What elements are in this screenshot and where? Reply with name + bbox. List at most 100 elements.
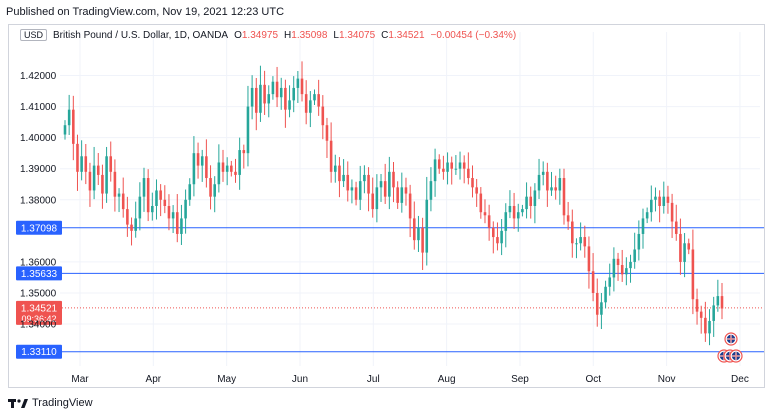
candle-body <box>504 212 508 231</box>
candle-body <box>575 243 578 245</box>
candle-body <box>637 233 641 250</box>
x-tick-label: Oct <box>586 374 602 385</box>
candle-body <box>259 84 262 113</box>
candle-body <box>371 193 374 210</box>
candle-body <box>425 199 429 253</box>
candle-body <box>109 156 113 172</box>
candle-body <box>130 224 133 231</box>
candle-body <box>620 265 624 275</box>
candle-body <box>151 205 154 213</box>
x-tick-label: Jun <box>292 374 308 385</box>
candle-body <box>76 143 79 172</box>
candle-body <box>413 218 416 241</box>
candle-body <box>558 178 562 191</box>
x-tick-label: Sep <box>511 374 529 385</box>
price-axis: 1.42000 1.41000 1.40000 1.39000 1.38000 1.360… <box>20 71 57 331</box>
candle-body <box>238 150 241 175</box>
candle-body <box>704 317 707 334</box>
candle-body <box>113 171 117 197</box>
candle-body <box>250 87 254 107</box>
candle-body <box>417 227 420 241</box>
x-tick-label: Nov <box>658 374 676 385</box>
candle-body <box>458 162 462 169</box>
candle-body <box>217 162 221 185</box>
event-markers <box>717 332 743 363</box>
grid-lines <box>60 32 760 366</box>
x-tick-label: May <box>217 374 236 385</box>
candle-body <box>338 165 341 182</box>
x-tick-label: Aug <box>438 374 456 385</box>
bar-countdown-label: 09:36:42 <box>21 314 56 324</box>
candle-body <box>400 187 404 203</box>
y-tick-label: 1.35000 <box>20 288 57 299</box>
ohlc-open: O1.34975 <box>234 29 279 41</box>
candle-body <box>650 199 653 213</box>
candle-body <box>333 165 337 172</box>
candle-body <box>96 165 100 175</box>
candle-body <box>159 190 162 200</box>
candle-body <box>716 296 720 306</box>
candle-body <box>712 305 715 321</box>
candle-body <box>516 212 520 219</box>
candle-body <box>500 230 503 244</box>
candle-body <box>367 174 370 194</box>
chart-legend: USD British Pound / U.S. Dollar, 1D, OAN… <box>20 29 516 41</box>
time-axis: Mar Apr May Jun Jul Aug Sep Oct Nov Dec <box>71 374 748 385</box>
candle-body <box>571 221 574 244</box>
candle-body <box>612 258 616 278</box>
candle-body <box>404 187 408 194</box>
candle-body <box>645 212 649 219</box>
candle-body <box>358 181 362 200</box>
candle-body <box>329 140 333 172</box>
candle-body <box>200 156 204 166</box>
candle-body <box>662 196 666 206</box>
candle-body <box>408 193 412 219</box>
tradingview-logo-icon[interactable] <box>8 397 28 409</box>
x-tick-label: Apr <box>146 374 162 385</box>
y-tick-label: 1.38000 <box>20 195 57 206</box>
candle-body <box>342 174 345 182</box>
currency-badge[interactable]: USD <box>20 29 48 41</box>
candle-body <box>379 181 383 188</box>
candle-body <box>433 159 437 182</box>
ohlc-close: C1.34521 <box>381 29 425 41</box>
ohlc-high: H1.35098 <box>284 29 328 41</box>
candle-body <box>92 165 96 191</box>
candle-body <box>533 190 537 206</box>
candle-body <box>537 174 541 191</box>
candle-body <box>234 171 237 175</box>
candle-body <box>225 165 229 172</box>
candle-body <box>134 218 137 231</box>
candle-body <box>442 168 445 172</box>
candle-body <box>591 271 595 293</box>
x-tick-label: Mar <box>71 374 89 385</box>
candle-body <box>658 196 661 206</box>
candle-body <box>608 277 612 287</box>
chart-frame[interactable] <box>8 24 765 388</box>
level-label-bg <box>16 344 62 359</box>
candle-body <box>288 100 291 110</box>
level-label: 1.33110 <box>21 347 57 358</box>
candle-body <box>450 162 454 169</box>
candle-body <box>654 196 657 200</box>
candle-body <box>67 109 71 126</box>
candle-body <box>375 187 379 210</box>
candle-body <box>163 199 167 206</box>
candle-body <box>512 205 516 219</box>
candle-body <box>446 162 449 172</box>
brand-name[interactable]: TradingView <box>32 397 93 409</box>
candle-body <box>566 215 570 222</box>
candle-body <box>101 174 104 194</box>
candle-body <box>616 258 620 266</box>
candle-body <box>275 81 279 98</box>
candle-body <box>683 243 686 262</box>
candle-body <box>88 171 92 191</box>
candle-body <box>105 156 108 194</box>
candle-body <box>246 106 250 154</box>
candles <box>63 61 724 346</box>
candle-body <box>300 78 304 95</box>
candle-body <box>254 87 258 113</box>
candle-body <box>429 181 433 200</box>
candle-body <box>205 156 208 179</box>
